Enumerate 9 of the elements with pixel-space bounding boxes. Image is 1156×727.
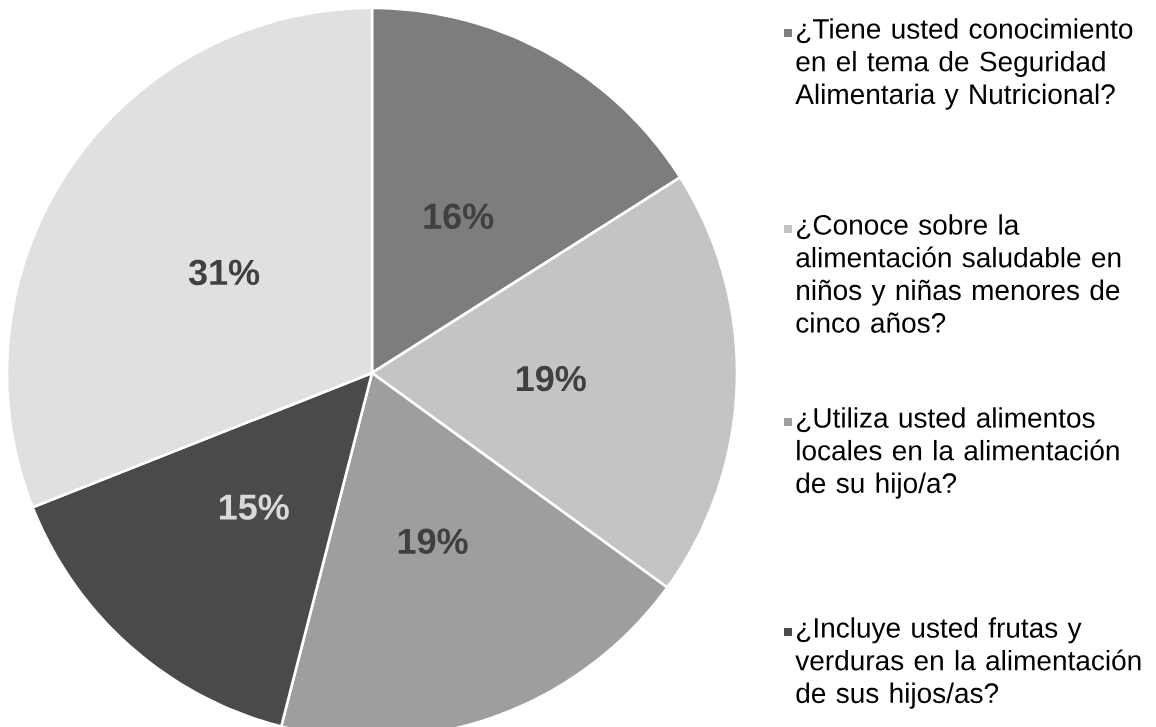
data-label: 19% — [398, 528, 468, 555]
data-label: 15% — [219, 494, 289, 520]
legend-label: ¿Tiene usted conocimiento en el tema de Seguridad Alimentaria y Nutricional? — [795, 18, 1133, 110]
data-label: 16% — [424, 203, 494, 230]
legend-label: ¿Conoce sobre la alimentación saludable en niños y niñas menores de cinco años? — [796, 214, 1121, 333]
legend-label: ¿Incluye usted frutas y verduras en la alimentación de sus hijos/as? — [795, 617, 1141, 709]
data-label: 31% — [188, 259, 260, 286]
legend-label: ¿Utiliza usted alimentos locales en la alimentación de su hijo/a? — [796, 407, 1119, 499]
data-label: 19% — [517, 365, 586, 392]
